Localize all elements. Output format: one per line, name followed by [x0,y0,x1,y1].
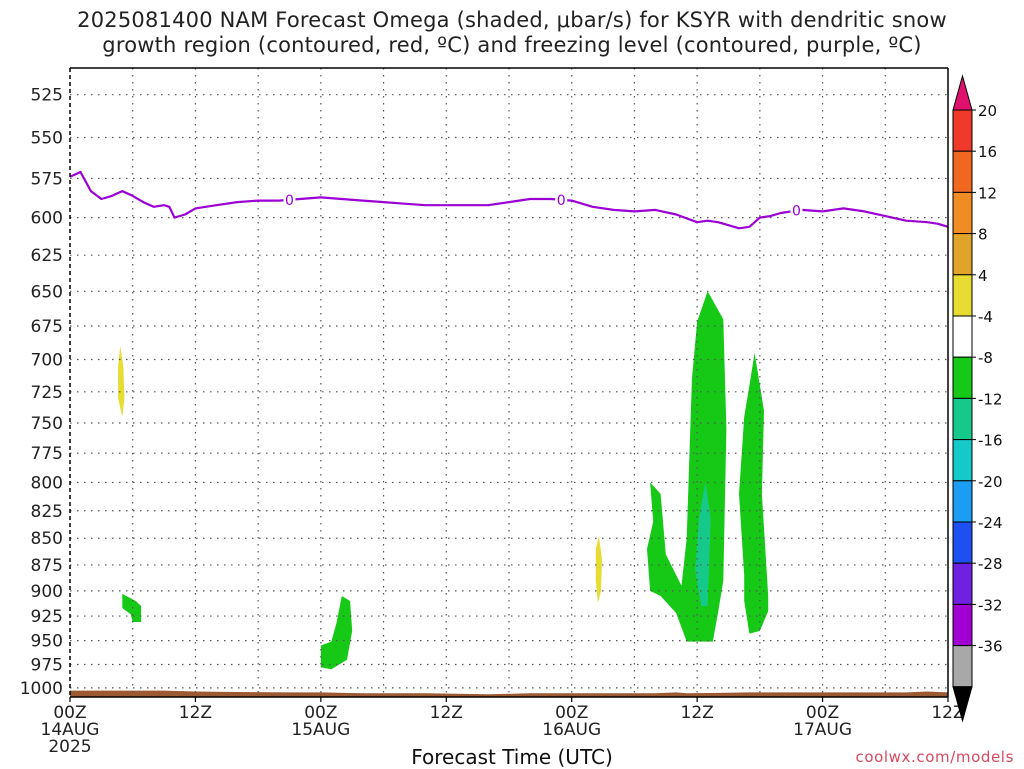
colorbar-label-2: 16 [978,143,997,161]
colorbar-label-11: -24 [978,514,1003,532]
omega-region-1 [118,346,125,417]
colorbar-bin-5 [952,274,973,317]
x-tick-label-84: 12Z [931,703,964,723]
colorbar-label-8: -12 [978,390,1003,408]
colorbar-bin-4 [952,233,973,276]
omega-region-5 [647,291,727,642]
colorbar: 20 16 12 8 4 -4 -8 -12 -16 -20 -24 -28 -32 -36 [952,74,1003,723]
source-credit-link[interactable]: coolwx.com/models [855,748,1014,766]
colorbar-label-7: -8 [978,349,993,367]
freezing-level-label-1: 0 [285,193,294,209]
y-tick-label-775: 775 [31,444,63,464]
colorbar-bin-8 [952,397,973,441]
y-tick-label-625: 625 [31,246,63,266]
y-tick-label-675: 675 [31,317,63,337]
x-tick-label-24: 00Z [304,703,337,723]
freezing-level-label-2: 0 [557,193,566,209]
plot-inner: 0 0 0 [70,68,948,697]
freezing-level-line [70,170,948,230]
colorbar-bin-13 [952,603,973,647]
colorbar-bin-14 [952,645,973,688]
colorbar-bin-10 [952,480,973,523]
freezing-level-label-bg-2 [555,191,568,208]
y-tick-label-525: 525 [31,86,63,106]
y-tick-label-725: 725 [31,383,63,403]
colorbar-label-12: -28 [978,555,1003,573]
colorbar-bin-6 [952,315,973,358]
y-tick-label-650: 650 [31,282,63,302]
colorbar-label-3: 12 [978,184,997,202]
freezing-level-label-bg-3 [790,202,803,219]
y-tick-label-925: 925 [31,607,63,627]
x-tick-label-60: 12Z [681,703,714,723]
y-tick-label-1000: 1000 [20,679,63,699]
colorbar-bottom-arrow [952,686,973,723]
chart-title-line1: 2025081400 NAM Forecast Omega (shaded, μ… [77,8,947,32]
colorbar-label-5: 4 [978,267,988,285]
colorbar-bin-2 [952,150,973,193]
colorbar-bin-11 [952,521,973,564]
omega-region-6 [739,352,769,634]
x-tick-label-0: 00Z [53,703,86,723]
colorbar-bin-3 [952,191,973,235]
colorbar-label-6: -4 [978,308,993,326]
omega-region-4 [595,536,602,603]
x-tick-label-36: 12Z [430,703,463,723]
freezing-level-label-bg-1 [283,191,296,208]
omega-region-7 [695,482,711,607]
freezing-level-label-3: 0 [792,204,801,220]
y-tick-label-600: 600 [31,209,63,229]
axes: 525 550 575 600 625 650 675 700 725 750 775 800 825 8… [20,67,965,757]
colorbar-bin-1 [952,109,973,152]
chart-title-line2: growth region (contoured, red, ºC) and f… [102,33,922,57]
x-tick-date-72: 17AUG [793,720,852,740]
y-tick-label-750: 750 [31,414,63,434]
y-tick-label-575: 575 [31,169,63,189]
x-tick-label-48: 00Z [555,703,588,723]
plot-area: 0 0 0 [70,68,948,697]
y-tick-label-950: 950 [31,632,63,652]
colorbar-label-1: 20 [978,102,997,120]
x-tick-label-72: 00Z [806,703,839,723]
colorbar-label-9: -16 [978,432,1003,450]
terrain-fill [70,690,948,697]
y-tick-label-975: 975 [31,656,63,676]
x-tick-date-48: 16AUG [542,720,601,740]
colorbar-label-4: 8 [978,226,988,244]
y-tick-label-700: 700 [31,351,63,371]
y-tick-label-900: 900 [31,582,63,602]
colorbar-top-arrow [952,74,973,111]
colorbar-label-14: -36 [978,638,1003,656]
x-tick-label-12: 12Z [179,703,212,723]
colorbar-bin-7 [952,356,973,399]
colorbar-label-13: -32 [978,596,1003,614]
y-tick-label-875: 875 [31,556,63,576]
colorbar-bin-9 [952,439,973,482]
x-tick-year-0: 2025 [48,737,91,757]
omega-region-2 [122,593,142,622]
colorbar-bin-12 [952,562,973,605]
y-tick-label-800: 800 [31,473,63,493]
chart-title: 2025081400 NAM Forecast Omega (shaded, μ… [0,8,1024,58]
y-tick-label-825: 825 [31,502,63,522]
y-tick-label-550: 550 [31,129,63,149]
x-axis-label: Forecast Time (UTC) [411,745,613,769]
colorbar-label-10: -20 [978,473,1003,491]
omega-region-3 [320,596,353,670]
y-tick-label-850: 850 [31,529,63,549]
x-tick-date-0: 14AUG [41,720,100,740]
x-tick-date-24: 15AUG [291,720,350,740]
